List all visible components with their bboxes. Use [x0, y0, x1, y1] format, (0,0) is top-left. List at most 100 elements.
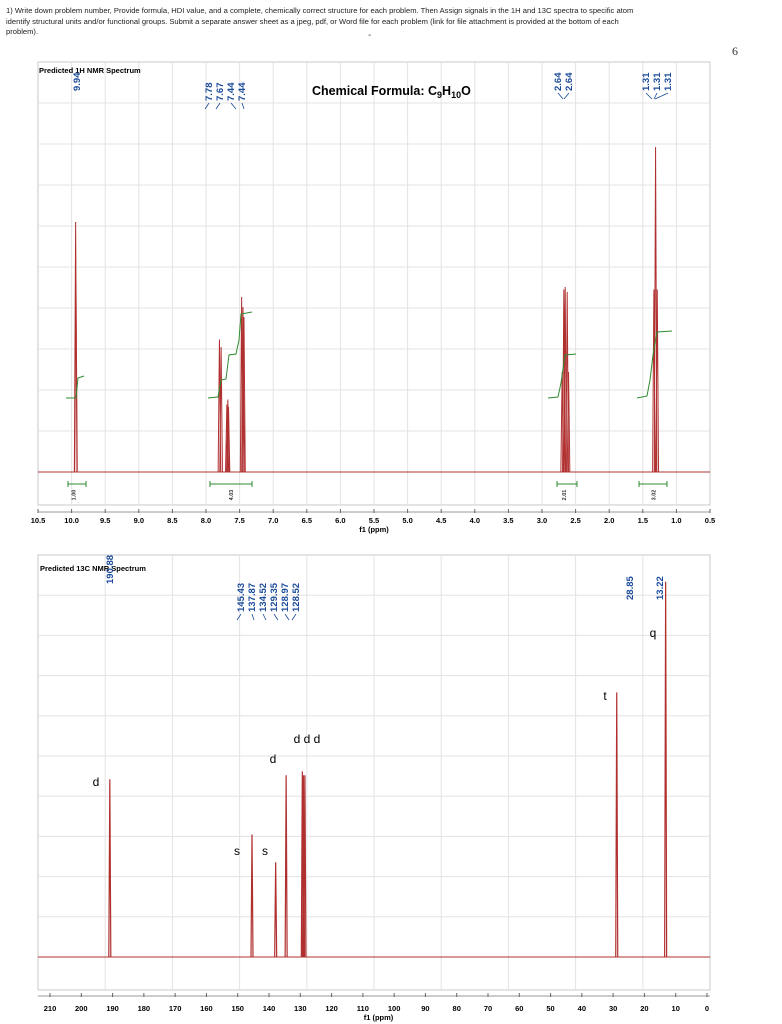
x-tick-label: 210: [44, 1004, 57, 1013]
peak-label-connector: [236, 613, 297, 621]
spectrum-peak: [226, 406, 231, 473]
integral-curve: [547, 353, 577, 399]
spectrum-peak: [241, 306, 245, 473]
multiplicity-label: t: [603, 689, 607, 703]
x-tick-label: 3.0: [537, 516, 547, 525]
peak-label: 2.64: [564, 72, 575, 91]
x-tick-label: 8.0: [201, 516, 211, 525]
x-tick-label: 4.0: [470, 516, 480, 525]
peak-label: 13.22: [655, 576, 666, 600]
x-tick-label: 150: [231, 1004, 244, 1013]
peak-label: 7.44: [237, 82, 248, 101]
x-tick-label: 130: [294, 1004, 307, 1013]
peak-label: 128.97: [280, 583, 291, 612]
x-tick-label: 140: [263, 1004, 276, 1013]
integral-value: 1.00: [72, 490, 78, 501]
peak-label: 134.52: [258, 583, 269, 612]
x-tick-label: 60: [515, 1004, 523, 1013]
x-tick-label: 10.5: [31, 516, 46, 525]
x-axis-label: f1 (ppm): [359, 525, 389, 534]
peak-label: 129.35: [269, 582, 280, 612]
integral-curve: [636, 330, 673, 399]
spectrum-peak: [566, 371, 571, 473]
chart-title: Predicted 1H NMR Spectrum: [39, 66, 141, 75]
integral-value: 2.01: [562, 490, 568, 501]
x-tick-label: 0: [705, 1004, 709, 1013]
x-tick-label: 160: [200, 1004, 213, 1013]
x-tick-label: 180: [138, 1004, 151, 1013]
peak-label: 7.78: [204, 83, 215, 102]
integral-value: 4.03: [229, 490, 235, 501]
spectrum-peak: [303, 775, 307, 958]
peak-label: 1.31: [641, 72, 652, 91]
x-tick-label: 8.5: [167, 516, 177, 525]
x-tick-label: 200: [75, 1004, 88, 1013]
spectrum-peak: [655, 289, 660, 473]
x-tick-label: 70: [484, 1004, 492, 1013]
peak-label-connector: [204, 102, 245, 110]
peak-label: 137.87: [247, 583, 258, 612]
x-tick-label: 7.5: [234, 516, 244, 525]
x-tick-label: 10.0: [64, 516, 79, 525]
peak-label: 1.31: [652, 72, 663, 91]
instruction-line: problem).: [6, 27, 39, 37]
integral-curve: [207, 311, 253, 399]
multiplicity-label: d d d: [294, 732, 321, 746]
peak-label: 2.64: [553, 72, 564, 91]
instruction-line: 1) Write down problem number, Provide fo…: [6, 6, 634, 15]
spectrum-peak: [250, 834, 254, 958]
x-tick-label: 2.5: [570, 516, 580, 525]
spectrum-peak: [274, 862, 278, 958]
x-tick-label: 1.5: [638, 516, 648, 525]
multiplicity-label: s: [234, 844, 240, 858]
integral-value: 3.02: [652, 490, 658, 501]
peak-label: 7.67: [215, 83, 226, 102]
x-tick-label: 7.0: [268, 516, 278, 525]
x-tick-label: 170: [169, 1004, 182, 1013]
x-tick-label: 40: [578, 1004, 586, 1013]
peak-label: 145.43: [236, 583, 247, 612]
peak-label: 128.52: [291, 583, 302, 612]
integral-curve: [66, 375, 85, 399]
x-tick-label: 6.0: [335, 516, 345, 525]
spectrum-peak: [108, 779, 112, 958]
separator-dash: -: [368, 30, 372, 41]
x-tick-label: 3.5: [503, 516, 513, 525]
instruction-line: identify structural units and/or functio…: [6, 16, 619, 26]
spectrum-peak: [219, 346, 223, 473]
spectrum-peak: [284, 775, 288, 958]
x-tick-label: 1.0: [671, 516, 681, 525]
x-tick-label: 100: [388, 1004, 401, 1013]
peak-label-connector: [645, 92, 669, 100]
x-tick-label: 2.0: [604, 516, 614, 525]
x-tick-label: 90: [421, 1004, 429, 1013]
x-tick-label: 4.5: [436, 516, 446, 525]
chart-title: Predicted 13C NMR Spectrum: [40, 564, 146, 573]
peak-label: 7.44: [226, 82, 237, 101]
x-tick-label: 6.5: [302, 516, 312, 525]
x-tick-label: 50: [546, 1004, 554, 1013]
x-tick-label: 80: [453, 1004, 461, 1013]
x-tick-label: 5.5: [369, 516, 379, 525]
x-tick-label: 0.5: [705, 516, 715, 525]
multiplicity-label: d: [270, 752, 277, 766]
peak-label-connector: [557, 92, 570, 100]
x-tick-label: 110: [357, 1004, 369, 1013]
spectrum-peak: [242, 316, 246, 473]
instructions-text: 1) Write down problem number, Provide fo…: [6, 6, 776, 38]
spectrum-peak: [226, 399, 230, 473]
peak-label: 28.85: [625, 576, 636, 600]
x-tick-label: 30: [609, 1004, 617, 1013]
spectrum-peak: [74, 284, 78, 473]
peak-label: 9.94: [72, 72, 83, 91]
x-tick-label: 9.0: [134, 516, 144, 525]
multiplicity-label: q: [650, 626, 657, 640]
x-tick-label: 5.0: [402, 516, 412, 525]
page-number: 6: [732, 44, 738, 58]
x-tick-label: 9.5: [100, 516, 110, 525]
x-tick-label: 10: [672, 1004, 680, 1013]
peak-label: 190.88: [105, 555, 116, 584]
peak-label: 1.31: [663, 72, 674, 91]
x-tick-label: 190: [106, 1004, 119, 1013]
